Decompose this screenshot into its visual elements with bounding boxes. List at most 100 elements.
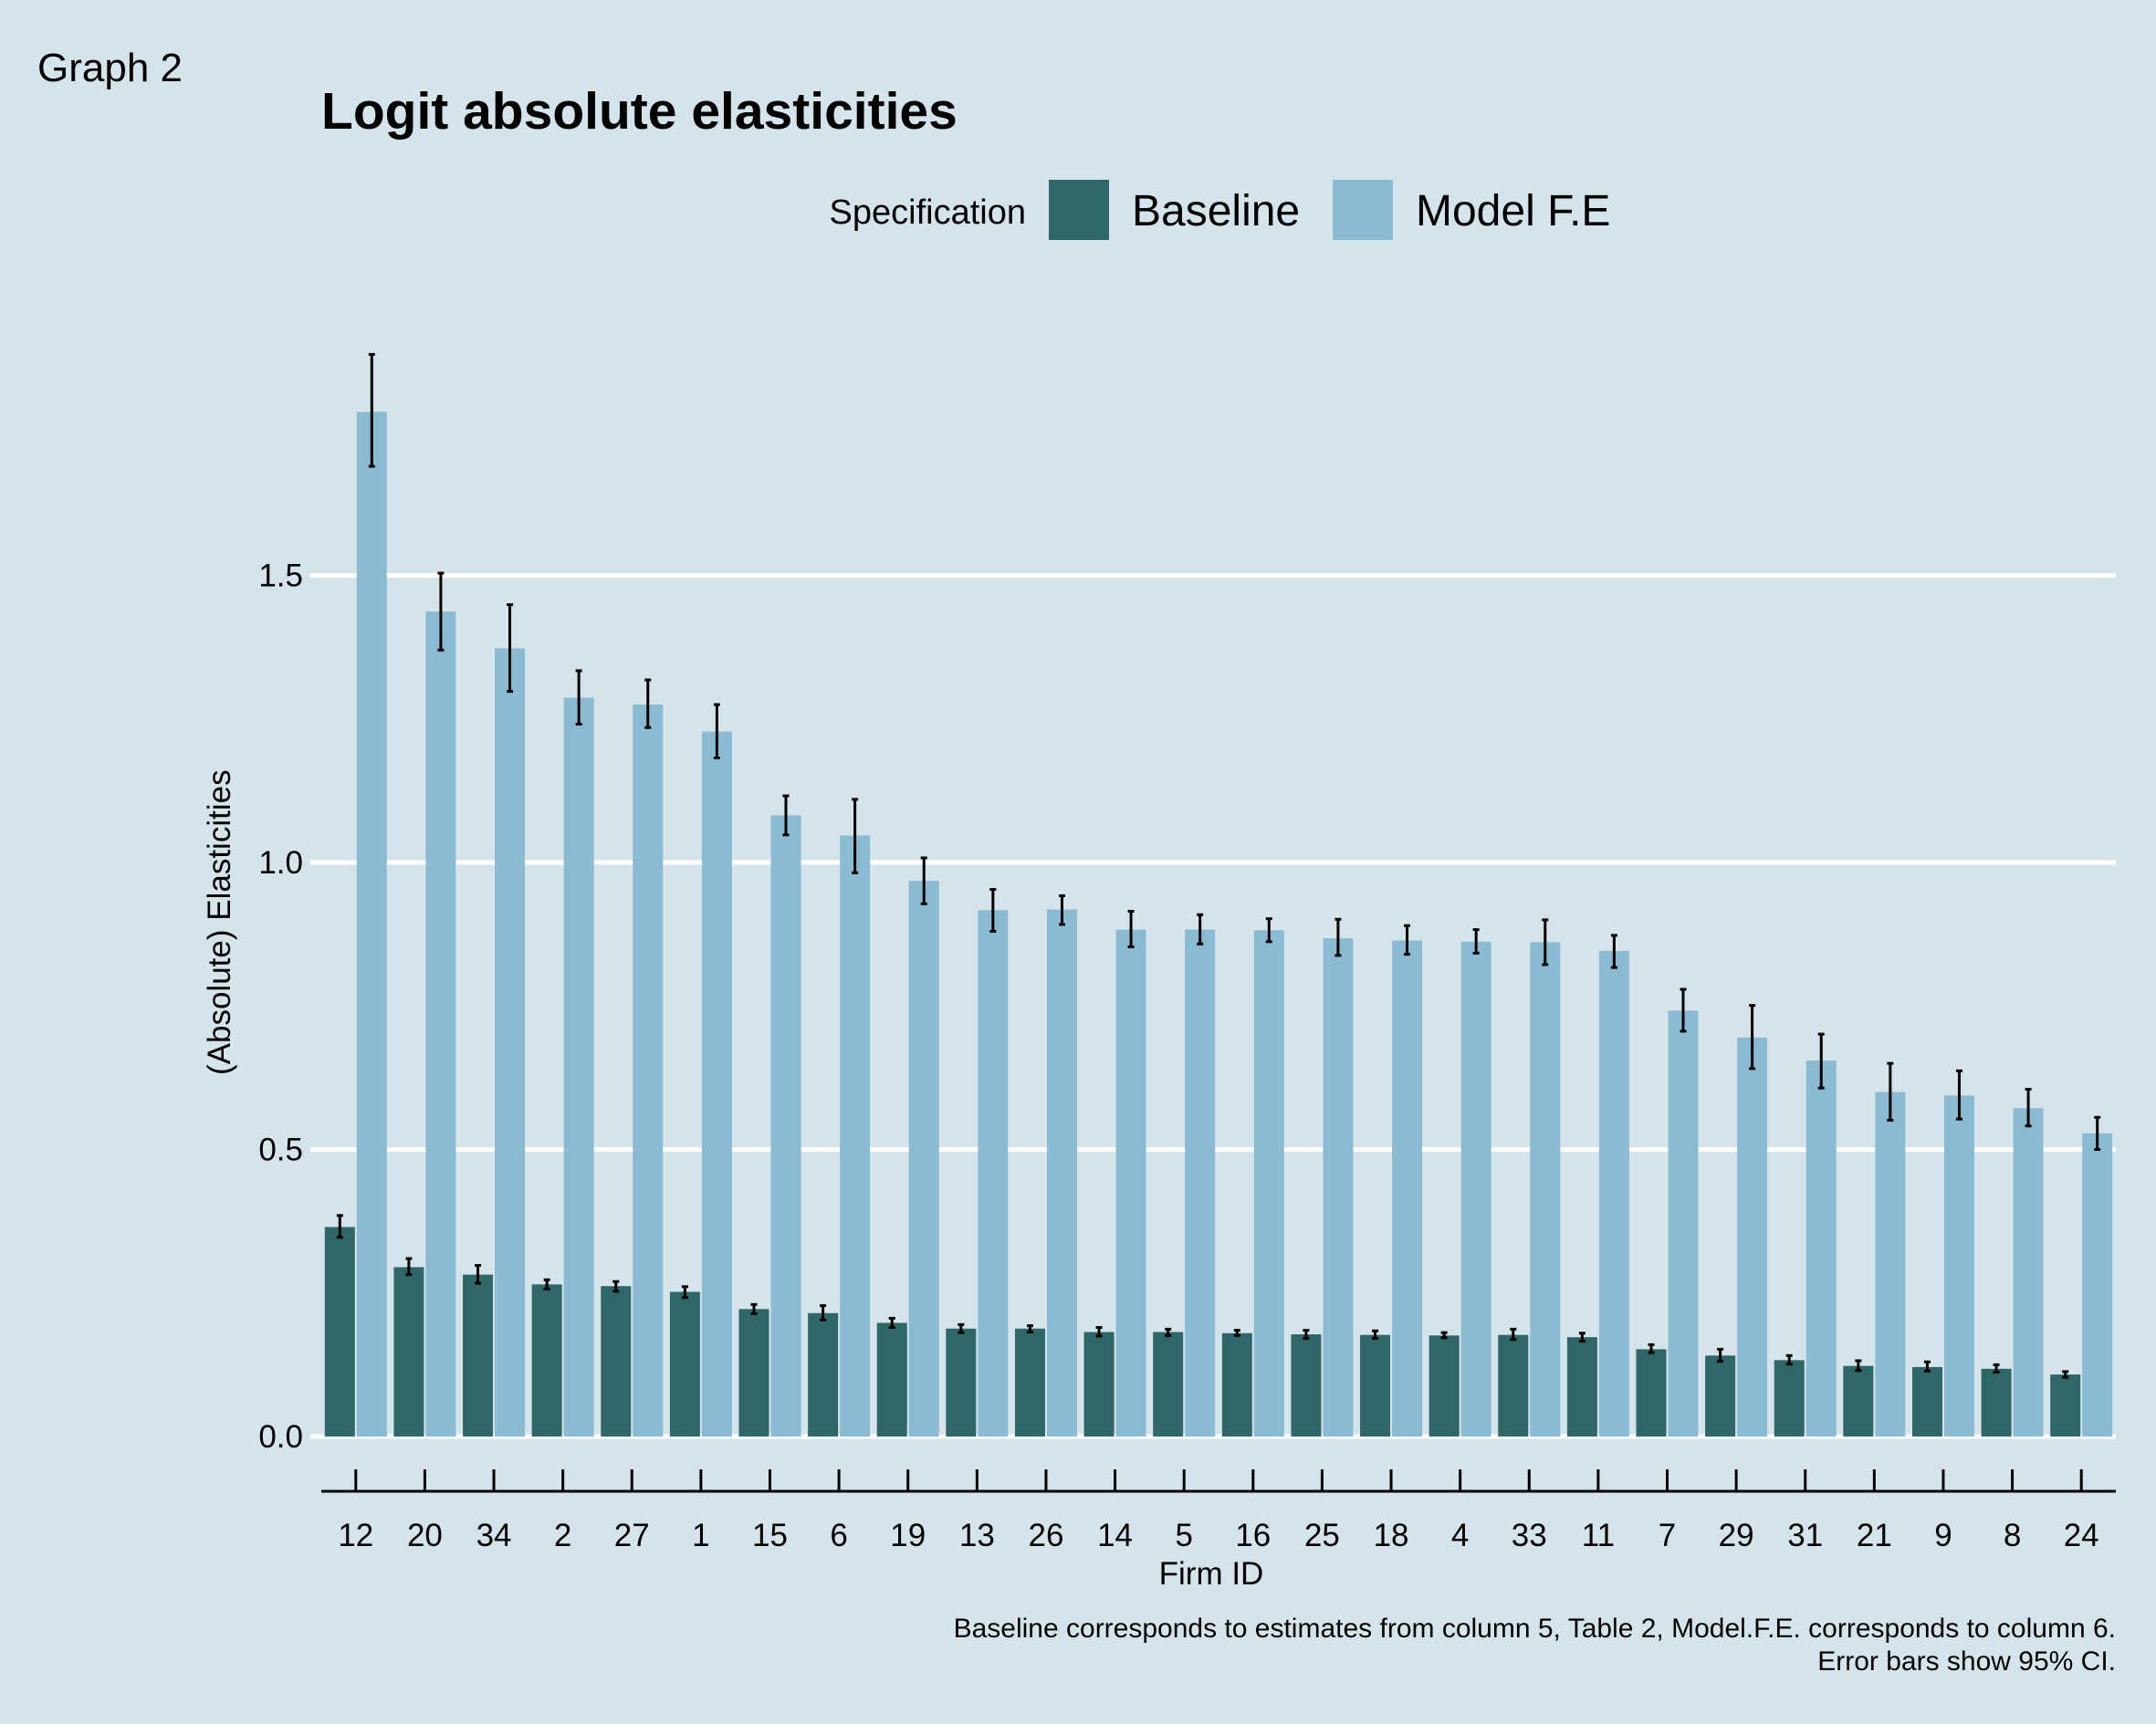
bar-baseline-19	[876, 1322, 907, 1437]
bar-model-fe-4	[1460, 941, 1491, 1437]
x-tick-label-13: 13	[959, 1518, 995, 1553]
caption-line-2: Error bars show 95% CI.	[1817, 1646, 2116, 1677]
bar-model-fe-29	[1737, 1037, 1768, 1437]
legend-swatch-model-fe	[1333, 180, 1393, 240]
legend-label-baseline: Baseline	[1132, 187, 1300, 235]
bar-baseline-16	[1221, 1332, 1252, 1437]
x-tick-label-5: 5	[1175, 1518, 1192, 1553]
x-tick-label-16: 16	[1235, 1518, 1271, 1553]
error-bar-model-fe-2	[575, 669, 582, 726]
error-bar-baseline-7	[1648, 1343, 1655, 1354]
bar-model-fe-31	[1805, 1061, 1837, 1437]
x-tick-label-15: 15	[752, 1518, 788, 1553]
bar-baseline-27	[601, 1286, 632, 1437]
bar-baseline-4	[1429, 1335, 1460, 1437]
error-bar-baseline-25	[1303, 1329, 1310, 1340]
bar-baseline-31	[1774, 1360, 1805, 1437]
x-tick-label-11: 11	[1582, 1518, 1615, 1553]
error-bar-baseline-14	[1095, 1325, 1103, 1338]
bar-model-fe-15	[770, 815, 801, 1437]
error-bars	[336, 352, 2101, 1379]
x-tick-label-7: 7	[1659, 1518, 1676, 1553]
error-bar-model-fe-25	[1334, 917, 1342, 957]
bar-baseline-12	[324, 1227, 355, 1437]
bar-baseline-5	[1153, 1332, 1184, 1437]
bar-baseline-13	[946, 1328, 977, 1437]
x-tick-label-6: 6	[830, 1518, 847, 1553]
bar-baseline-25	[1291, 1334, 1322, 1437]
error-bar-baseline-34	[475, 1264, 482, 1285]
bar-model-fe-21	[1875, 1092, 1906, 1437]
bar-baseline-20	[393, 1267, 424, 1437]
error-bar-baseline-11	[1578, 1332, 1586, 1343]
error-bar-baseline-24	[2062, 1370, 2069, 1379]
x-tick-label-20: 20	[407, 1518, 443, 1553]
bar-model-fe-34	[495, 648, 526, 1437]
chart-title: Logit absolute elasticities	[321, 82, 958, 141]
error-bar-baseline-21	[1855, 1359, 1862, 1373]
bar-model-fe-26	[1046, 909, 1077, 1437]
error-bar-baseline-19	[888, 1316, 895, 1329]
bar-baseline-21	[1843, 1365, 1874, 1437]
error-bar-model-fe-34	[507, 603, 514, 694]
error-bar-model-fe-8	[2025, 1087, 2032, 1128]
y-tick-label-0.5: 0.5	[258, 1133, 303, 1168]
bar-model-fe-1	[701, 731, 732, 1437]
error-bar-model-fe-18	[1404, 924, 1411, 956]
bar-baseline-9	[1911, 1366, 1942, 1437]
x-tick-label-27: 27	[614, 1518, 650, 1553]
legend-label-model-fe: Model F.E	[1416, 187, 1610, 235]
bar-baseline-7	[1636, 1349, 1667, 1437]
error-bar-model-fe-26	[1058, 893, 1065, 926]
bar-baseline-33	[1498, 1334, 1529, 1437]
bar-model-fe-5	[1185, 929, 1216, 1437]
error-bar-model-fe-31	[1817, 1032, 1825, 1090]
error-bar-model-fe-27	[644, 678, 652, 729]
bar-model-fe-8	[2013, 1108, 2044, 1437]
error-bar-model-fe-19	[920, 856, 927, 905]
y-axis-title: (Absolute) Elasticities	[202, 769, 237, 1075]
error-bar-model-fe-33	[1542, 918, 1549, 966]
bar-model-fe-27	[633, 705, 664, 1437]
bar-baseline-18	[1360, 1334, 1391, 1437]
error-bar-baseline-13	[958, 1322, 965, 1334]
error-bar-baseline-8	[1993, 1363, 2000, 1374]
x-tick-label-31: 31	[1787, 1518, 1823, 1553]
error-bar-baseline-31	[1785, 1353, 1793, 1366]
error-bar-model-fe-14	[1127, 909, 1135, 948]
x-tick-label-18: 18	[1374, 1518, 1409, 1553]
x-tick-label-26: 26	[1028, 1518, 1063, 1553]
caption-line-1: Baseline corresponds to estimates from c…	[954, 1614, 2116, 1644]
x-axis-title: Firm ID	[1159, 1556, 1264, 1592]
bar-model-fe-16	[1253, 930, 1284, 1437]
bar-model-fe-14	[1115, 929, 1146, 1437]
error-bar-model-fe-12	[368, 352, 375, 468]
error-bar-baseline-15	[750, 1302, 758, 1315]
x-tick-label-1: 1	[692, 1518, 709, 1553]
error-bar-baseline-29	[1717, 1347, 1724, 1364]
error-bar-baseline-1	[681, 1285, 688, 1300]
error-bar-model-fe-21	[1887, 1061, 1894, 1122]
error-bar-baseline-20	[405, 1257, 413, 1277]
error-bar-baseline-18	[1372, 1329, 1379, 1340]
x-tick-label-9: 9	[1934, 1518, 1952, 1553]
error-bar-baseline-2	[543, 1278, 550, 1290]
bar-baseline-2	[531, 1284, 562, 1437]
error-bar-model-fe-16	[1265, 917, 1272, 944]
y-tick-label-1.0: 1.0	[258, 845, 303, 881]
bar-model-fe-13	[978, 910, 1009, 1437]
error-bar-model-fe-5	[1197, 913, 1204, 946]
y-tick-label-1.5: 1.5	[258, 559, 303, 594]
bar-baseline-15	[738, 1309, 769, 1437]
x-tick-label-8: 8	[2004, 1518, 2021, 1553]
bar-baseline-26	[1014, 1328, 1045, 1437]
x-tick-label-2: 2	[554, 1518, 571, 1553]
error-bar-baseline-9	[1923, 1360, 1931, 1373]
error-bar-baseline-12	[336, 1214, 343, 1239]
x-tick-label-21: 21	[1857, 1518, 1892, 1553]
bar-baseline-6	[808, 1312, 839, 1437]
error-bar-baseline-33	[1510, 1327, 1517, 1342]
x-tick-label-29: 29	[1719, 1518, 1754, 1553]
x-tick-label-34: 34	[476, 1518, 512, 1553]
